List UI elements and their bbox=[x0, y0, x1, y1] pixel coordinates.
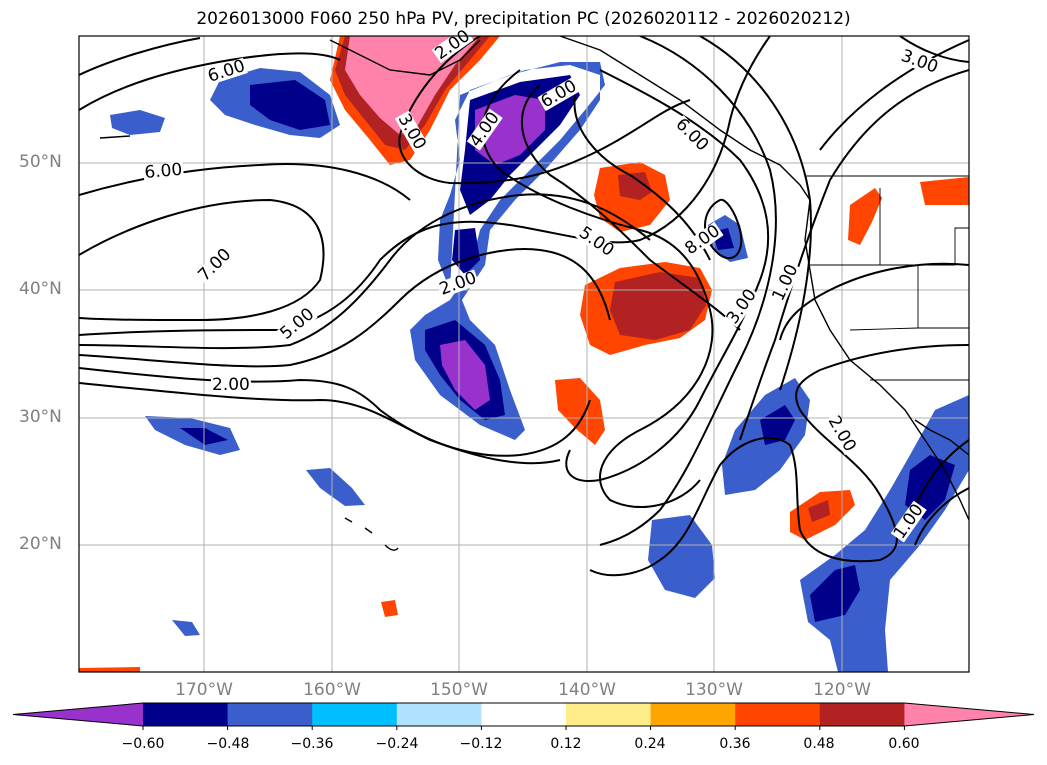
contour-label-bg bbox=[824, 412, 859, 456]
contour-label-bg bbox=[890, 500, 927, 543]
contour-label-bg bbox=[205, 57, 248, 86]
precip-region bbox=[920, 177, 969, 205]
colorbar-tick-label: 0.24 bbox=[634, 736, 666, 752]
colorbar-tick-label: 0.60 bbox=[888, 736, 920, 752]
contour-label-bg bbox=[898, 47, 941, 77]
colorbar-swatch bbox=[650, 703, 736, 726]
contour-label-bg bbox=[769, 261, 802, 305]
colorbar-swatch bbox=[481, 703, 567, 726]
colorbar-tick-label: 0.12 bbox=[550, 736, 582, 752]
colorbar-swatch bbox=[819, 703, 905, 726]
borders bbox=[805, 175, 969, 381]
contour-label-bg bbox=[276, 305, 318, 343]
contour-label: 1.00 bbox=[768, 261, 802, 304]
lon-label: 140°W bbox=[558, 680, 616, 700]
colorbar-swatch bbox=[143, 703, 229, 726]
precip-region bbox=[760, 405, 795, 445]
lon-label: 120°W bbox=[813, 680, 871, 700]
contour-label-bg bbox=[195, 245, 235, 285]
precip-region bbox=[79, 667, 140, 672]
contour-label-bg bbox=[575, 223, 618, 260]
colorbar-extend-max bbox=[904, 703, 1034, 726]
contour-label-bg bbox=[142, 161, 184, 182]
colorbar-swatch bbox=[227, 703, 313, 726]
colorbar-swatch bbox=[735, 703, 821, 726]
contour-label-bg bbox=[394, 110, 429, 154]
precip-region bbox=[610, 272, 706, 340]
precip-region bbox=[306, 468, 365, 506]
colorbar-tick-label: −0.48 bbox=[206, 736, 250, 752]
precip-region bbox=[808, 500, 830, 522]
lon-label: 160°W bbox=[303, 680, 361, 700]
lon-label: 150°W bbox=[430, 680, 488, 700]
graticule bbox=[79, 36, 969, 672]
contour-label-bg bbox=[681, 222, 724, 259]
lon-label: 170°W bbox=[175, 680, 233, 700]
colorbar-tick-label: 0.36 bbox=[719, 736, 751, 752]
colorbar-tick-label: 0.48 bbox=[803, 736, 835, 752]
colorbar-swatch bbox=[312, 703, 398, 726]
colorbar-tick-label: −0.60 bbox=[121, 736, 165, 752]
contour-label-bg bbox=[672, 115, 712, 155]
plot-frame bbox=[78, 35, 970, 673]
precip-region bbox=[440, 340, 490, 410]
colorbar-tick-label: −0.12 bbox=[459, 736, 503, 752]
contour-label: 7.00 bbox=[194, 245, 235, 286]
precip-region bbox=[250, 80, 330, 130]
contour-label-group: 6.00 2.00 3.00 6.00 4.00 6.00 3.00 6.00 … bbox=[142, 26, 941, 543]
precip-region bbox=[555, 378, 605, 445]
contour-label: 2.00 bbox=[212, 375, 250, 395]
colorbar-swatch bbox=[396, 703, 482, 726]
colorbar bbox=[12, 702, 1035, 730]
contour-label: 5.00 bbox=[276, 304, 318, 344]
contour-label: 6.00 bbox=[144, 160, 183, 183]
contour-label-bg bbox=[537, 77, 581, 112]
contour-label-bg bbox=[466, 108, 503, 151]
lat-label: 50°N bbox=[19, 152, 62, 172]
lat-label: 30°N bbox=[19, 407, 62, 427]
lat-label: 20°N bbox=[19, 534, 62, 554]
colorbar-tick-label: −0.24 bbox=[375, 736, 419, 752]
precip-region bbox=[172, 620, 200, 636]
precip-region bbox=[381, 600, 398, 617]
colorbar-swatch bbox=[566, 703, 652, 726]
colorbar-extend-min bbox=[13, 703, 143, 726]
contour-label-bg bbox=[436, 269, 480, 299]
colorbar-tick-label: −0.36 bbox=[290, 736, 334, 752]
pv-contours bbox=[79, 36, 969, 577]
precip-region bbox=[848, 188, 882, 245]
contour-label-bg bbox=[723, 285, 760, 328]
precip-region bbox=[110, 110, 165, 135]
lat-label: 40°N bbox=[19, 279, 62, 299]
precip-region bbox=[618, 172, 652, 200]
lon-label: 130°W bbox=[685, 680, 743, 700]
precip-region bbox=[648, 515, 715, 598]
precip-region bbox=[810, 565, 860, 622]
map-title: 2026013000 F060 250 hPa PV, precipitatio… bbox=[196, 9, 851, 29]
contour-label-bg bbox=[211, 377, 251, 393]
